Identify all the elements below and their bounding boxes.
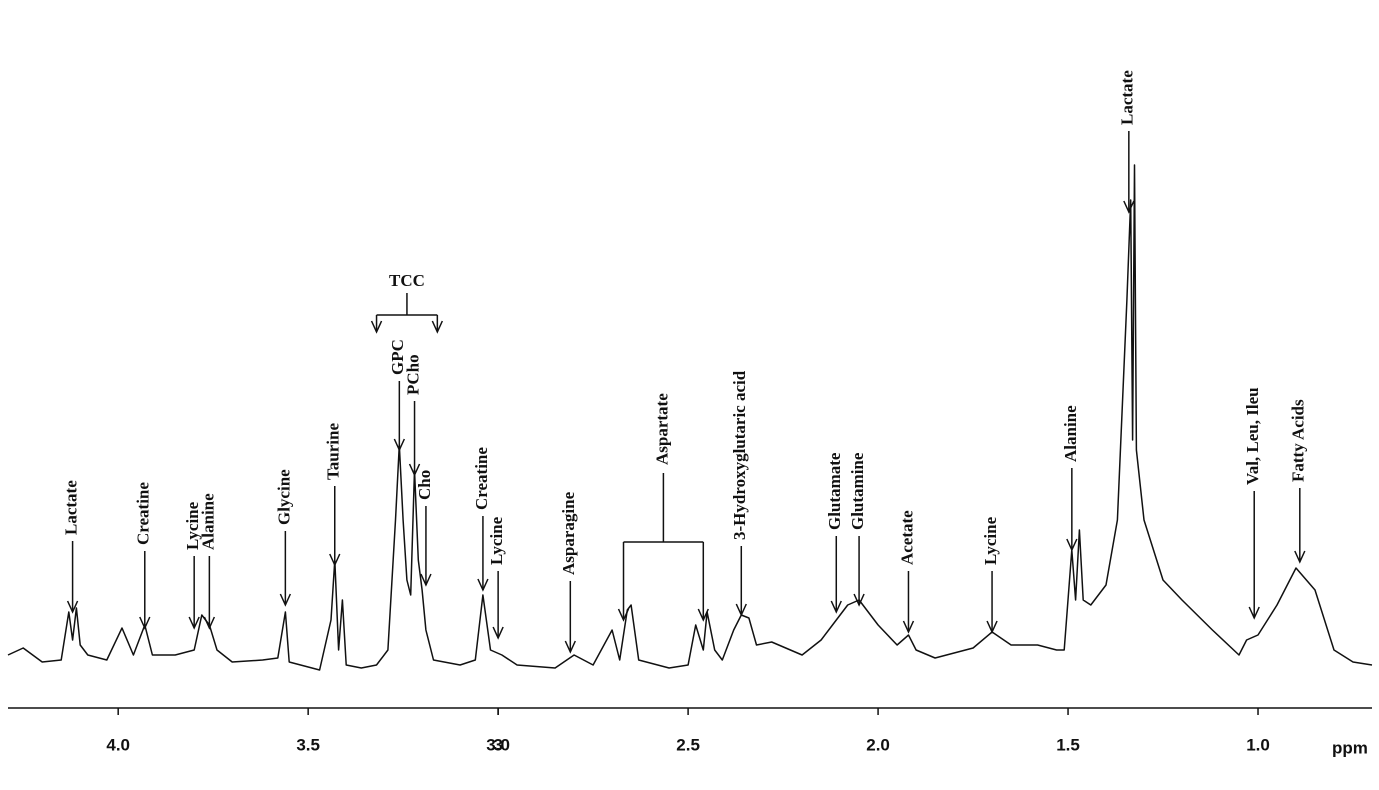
annotation-label: GPC — [388, 339, 407, 375]
arrow-head — [492, 626, 504, 640]
annotation-label: Cho — [415, 470, 434, 500]
arrow-head — [986, 620, 998, 634]
annotation-label: TCC — [389, 271, 425, 290]
annotation-label: Lactate — [1118, 70, 1137, 125]
arrow-head — [66, 600, 79, 614]
annotation-label: Creatine — [134, 482, 153, 545]
x-tick-label: 4.0 — [106, 735, 130, 754]
arrow-head — [188, 616, 200, 630]
annotation-label: Acetate — [897, 510, 916, 565]
arrow-head — [370, 320, 383, 334]
annotation-label: Taurine — [324, 423, 343, 480]
spectrum-line — [7, 164, 1373, 671]
annotation-label: Aspartate — [652, 393, 671, 465]
x-tick-label: 2.0 — [866, 735, 890, 754]
arrow-head — [329, 553, 341, 567]
arrow-head — [431, 320, 444, 334]
x-tick-label: 2.5 — [676, 735, 700, 754]
annotation-label: Glutamate — [825, 452, 844, 530]
arrow-head — [1248, 606, 1260, 620]
annotation-label: Lycine — [487, 516, 506, 565]
x-tick-label: 3 — [493, 735, 502, 754]
arrow-head — [697, 608, 709, 622]
annotation-label: Val, Leu, Ileu — [1243, 387, 1262, 485]
arrow-head — [1123, 200, 1135, 214]
x-tick-label: 1.5 — [1056, 735, 1080, 754]
x-tick-label: 3.0 — [486, 735, 510, 754]
annotation-label: Fatty Acids — [1289, 399, 1308, 482]
arrow-head — [203, 616, 216, 630]
annotation-label: Lycine — [183, 501, 202, 550]
annotation-label: Asparagine — [559, 491, 578, 575]
x-axis-label: ppm — [1332, 738, 1368, 757]
annotation-label: Lactate — [61, 480, 80, 535]
annotation-label: Alanine — [1061, 405, 1080, 462]
annotation-label: 3-Hydroxyglutaric acid — [730, 370, 749, 540]
x-tick-label: 1.0 — [1246, 735, 1270, 754]
annotation-label: Lycine — [981, 516, 1000, 565]
arrow-head — [853, 593, 865, 607]
arrow-head — [420, 573, 432, 587]
arrow-head — [902, 620, 915, 634]
x-tick-label: 3.5 — [296, 735, 320, 754]
arrow-head — [564, 640, 577, 654]
arrow-head — [617, 608, 630, 622]
arrow-head — [1066, 538, 1078, 552]
arrow-head — [477, 578, 489, 592]
annotation-label: Glutamine — [848, 452, 867, 530]
annotation-label: Alanine — [198, 493, 217, 550]
annotation-label: Glycine — [274, 469, 293, 525]
arrow-head — [830, 600, 842, 614]
arrow-head — [393, 438, 406, 452]
arrow-head — [279, 593, 292, 607]
annotation-label: PCho — [403, 354, 422, 395]
arrow-head — [408, 463, 421, 477]
arrow-head — [139, 616, 151, 630]
arrow-head — [1294, 550, 1306, 564]
annotation-label: Creatine — [472, 447, 491, 510]
arrow-head — [735, 603, 747, 617]
